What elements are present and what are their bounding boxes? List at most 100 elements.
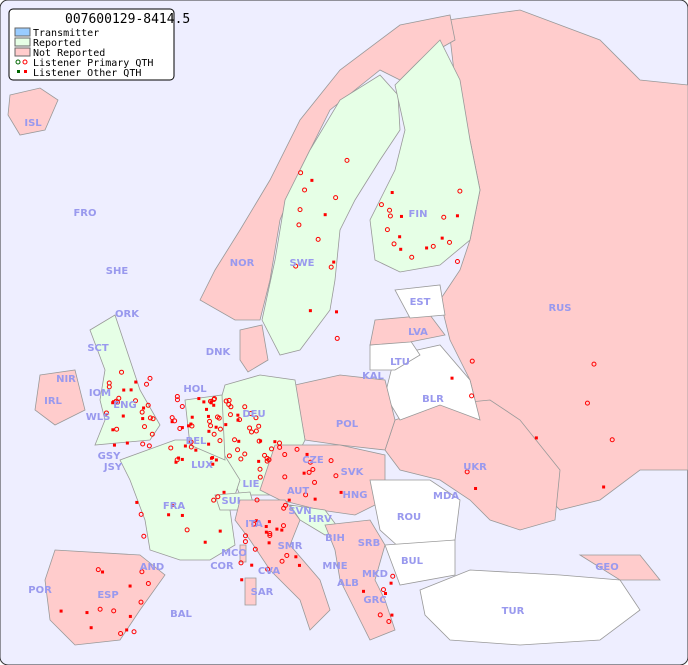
country-label-alb: ALB — [337, 578, 359, 589]
country-label-bul: BUL — [401, 556, 424, 567]
listener-other-marker — [125, 441, 129, 445]
listener-primary-marker — [333, 473, 339, 479]
listener-other-marker — [128, 614, 132, 618]
listener-primary-marker — [469, 393, 475, 399]
country-label-wls: WLS — [86, 412, 111, 423]
listener-other-marker — [323, 213, 327, 217]
country-label-rus: RUS — [548, 303, 571, 314]
country-benelux — [184, 394, 226, 461]
country-label-svk: SVK — [341, 467, 365, 478]
listener-primary-marker — [133, 398, 139, 404]
listener-other-marker — [212, 403, 216, 407]
listener-primary-marker — [266, 457, 272, 463]
listener-other-marker — [425, 246, 429, 250]
country-esp-por — [44, 549, 166, 646]
country-pol — [294, 374, 396, 451]
listener-primary-marker — [296, 222, 302, 228]
listener-primary-marker — [380, 587, 386, 593]
listener-other-marker — [236, 418, 240, 422]
listener-primary-marker — [179, 404, 185, 410]
listener-other-marker — [180, 513, 184, 517]
country-label-lva: LVA — [408, 327, 428, 338]
country-label-gsy: GSY — [98, 451, 121, 462]
listener-primary-marker — [242, 539, 248, 545]
listener-primary-marker — [139, 569, 145, 575]
listener-primary-marker — [302, 187, 308, 193]
listener-other-marker — [194, 448, 198, 452]
listener-primary-marker — [141, 533, 147, 539]
listener-primary-marker — [447, 239, 453, 245]
country-label-bih: BIH — [325, 533, 345, 544]
listener-primary-marker — [144, 381, 150, 387]
legend-circle-icon — [15, 59, 21, 65]
listener-other-marker — [308, 309, 312, 313]
country-fin — [369, 39, 481, 273]
listener-primary-marker — [269, 446, 275, 452]
listener-other-marker — [287, 498, 291, 502]
country-label-smr: SMR — [278, 541, 303, 552]
listener-other-marker — [206, 414, 210, 418]
country-ukr — [384, 399, 561, 531]
listener-other-marker — [440, 236, 444, 240]
listener-primary-marker — [223, 398, 229, 404]
country-label-jsy: JSY — [103, 462, 123, 473]
listener-primary-marker — [217, 426, 223, 432]
listener-primary-marker — [279, 558, 285, 564]
listener-primary-marker — [328, 458, 334, 464]
country-label-tur: TUR — [502, 606, 525, 617]
listener-primary-marker — [334, 335, 340, 341]
listener-primary-marker — [310, 466, 316, 472]
listener-primary-marker — [257, 474, 263, 480]
country-label-nir: NIR — [56, 374, 76, 385]
listener-primary-marker — [251, 521, 257, 527]
listener-primary-marker — [267, 532, 273, 538]
listener-other-marker — [167, 513, 171, 517]
listener-primary-marker — [147, 415, 153, 421]
listener-other-marker — [211, 462, 215, 466]
country-label-isl: ISL — [24, 118, 42, 129]
listener-other-marker — [267, 541, 271, 545]
listener-other-marker — [339, 490, 343, 494]
country-label-ukr: UKR — [463, 462, 487, 473]
listener-other-marker — [214, 458, 218, 462]
country-label-irl: IRL — [44, 396, 62, 407]
listener-other-marker — [332, 260, 336, 264]
listener-primary-marker — [280, 523, 286, 529]
listener-primary-marker — [97, 606, 103, 612]
listener-primary-marker — [377, 612, 383, 618]
listener-primary-marker — [106, 384, 112, 390]
country-label-lux: LUX — [191, 460, 213, 471]
listener-primary-marker — [145, 581, 151, 587]
listener-primary-marker — [140, 441, 146, 447]
country-label-dnk: DNK — [206, 347, 232, 358]
map-title: 007600129-8414.5 — [65, 12, 190, 27]
listener-primary-marker — [328, 264, 334, 270]
listener-primary-marker — [256, 438, 262, 444]
listener-other-marker — [187, 424, 191, 428]
listener-other-marker — [174, 460, 178, 464]
country-label-sct: SCT — [87, 343, 109, 354]
listener-primary-marker — [226, 453, 232, 459]
legend-label: Listener Other QTH — [33, 68, 141, 79]
listener-other-marker — [214, 425, 218, 429]
listener-primary-marker — [168, 445, 174, 451]
country-label-nor: NOR — [230, 258, 255, 269]
listener-other-marker — [205, 407, 209, 411]
listener-other-marker — [142, 406, 146, 410]
listener-other-marker — [89, 626, 93, 630]
listener-primary-marker — [217, 438, 223, 444]
country-label-mne: MNE — [322, 561, 347, 572]
listener-other-marker — [141, 417, 145, 421]
country-balkans — [324, 519, 396, 641]
listener-primary-marker — [378, 202, 384, 208]
listener-primary-marker — [103, 410, 109, 416]
listener-other-marker — [203, 540, 207, 544]
listener-other-marker — [209, 400, 213, 404]
listener-other-marker — [237, 439, 241, 443]
listener-primary-marker — [252, 546, 258, 552]
country-label-sui: SUI — [221, 496, 240, 507]
listener-primary-marker — [177, 425, 183, 431]
listener-other-marker — [128, 584, 132, 588]
listener-primary-marker — [242, 451, 248, 457]
